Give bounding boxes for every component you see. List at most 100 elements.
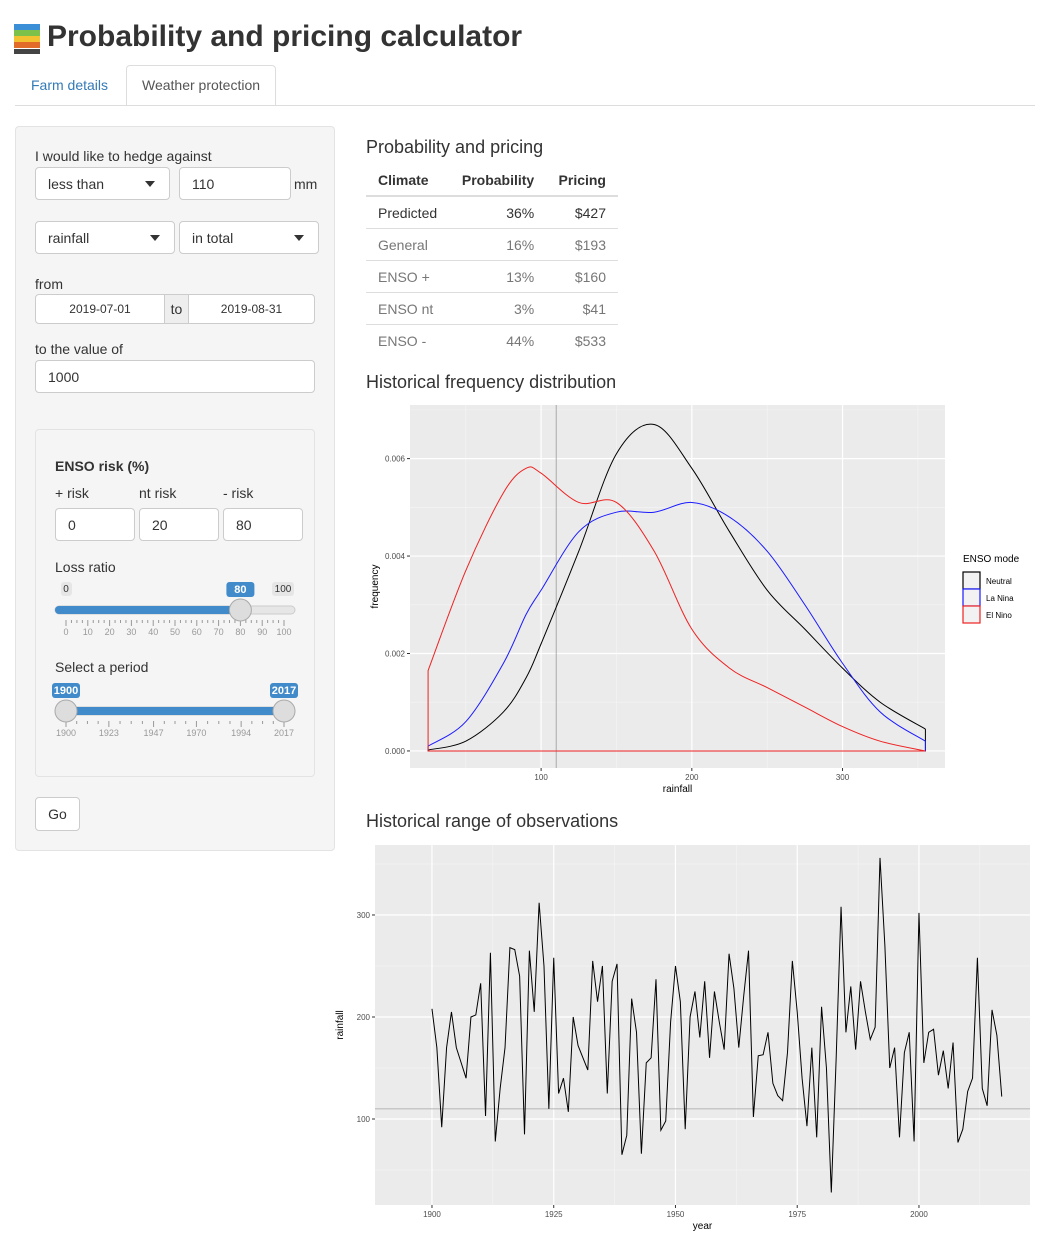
density-outline: [427, 729, 926, 752]
tab-rule: [15, 105, 1035, 106]
input-value: 1000: [48, 368, 80, 385]
tab[interactable]: Weather protection: [142, 77, 261, 93]
table: Climate Probability Pricing Predicted 36% $4…: [366, 165, 618, 356]
select[interactable]: in total: [179, 221, 319, 254]
label: + risk: [55, 485, 89, 501]
enso-well: [35, 429, 315, 777]
series-line: [431, 857, 1003, 1193]
cell: General: [366, 228, 450, 261]
cell: ENSO +: [366, 260, 450, 293]
table-row: ENSO nt 3% $41: [366, 292, 618, 325]
density-outline: [427, 741, 926, 752]
cell: ENSO -: [366, 324, 450, 356]
sep: to: [170, 301, 183, 317]
x-tick-label: 1925: [545, 1210, 563, 1219]
y-axis-title: rainfall: [335, 1010, 346, 1039]
y-tick-label: 0.006: [385, 455, 406, 464]
y-tick-label: 0.000: [385, 747, 406, 756]
cell: $160: [546, 260, 618, 293]
input[interactable]: 0: [55, 508, 135, 541]
date-input[interactable]: 2019-07-01: [35, 294, 165, 324]
button-label: Go: [48, 806, 67, 822]
density-outline: [427, 670, 926, 752]
x-tick-label: 2000: [910, 1210, 928, 1219]
legend-label: La Nina: [986, 594, 1014, 603]
active-tab[interactable]: [126, 65, 276, 106]
x-tick-label: 1975: [788, 1210, 806, 1219]
plot-panel: [375, 845, 1030, 1205]
y-tick-label: 300: [357, 911, 371, 920]
label: - risk: [223, 485, 254, 501]
date-input[interactable]: 2019-08-31: [188, 294, 315, 324]
date-sep: to: [164, 294, 189, 324]
series-line: [427, 466, 926, 752]
th: Climate: [366, 165, 450, 197]
go-button[interactable]: Go: [35, 797, 80, 831]
logo: [14, 24, 40, 54]
input-value: 0: [68, 516, 76, 533]
cell: $41: [546, 292, 618, 325]
table-row: Predicted 36% $427: [366, 196, 618, 229]
date: 2019-08-31: [220, 302, 283, 316]
legend-key: [962, 605, 981, 624]
x-axis-title: year: [693, 1221, 713, 1232]
th: Probability: [449, 165, 547, 197]
label: nt risk: [139, 485, 177, 501]
table-row: ENSO +13% $160: [366, 260, 618, 293]
x-tick-label: 200: [685, 773, 699, 782]
select-value: less than: [48, 175, 105, 192]
legend-label: El Nino: [986, 611, 1012, 620]
select-value: in total: [192, 229, 234, 246]
x-tick-label: 1900: [423, 1210, 441, 1219]
legend-title: ENSO mode: [963, 554, 1020, 565]
x-tick-label: 300: [836, 773, 850, 782]
label: ENSO risk (%): [55, 458, 150, 474]
cell: 13%: [449, 260, 547, 293]
date: 2019-07-01: [69, 302, 131, 316]
legend-key: [962, 588, 981, 607]
cell: ENSO nt: [366, 292, 450, 325]
unit: mm: [294, 176, 318, 192]
plot-panel: [410, 405, 945, 768]
series-line: [427, 501, 926, 747]
cell: 44%: [449, 324, 547, 356]
cell: Predicted: [378, 204, 438, 221]
input[interactable]: 1000: [35, 360, 315, 393]
cell: $533: [546, 324, 618, 356]
input[interactable]: 20: [139, 508, 219, 541]
y-tick-label: 0.004: [385, 552, 406, 561]
select[interactable]: less than: [35, 167, 170, 200]
cell: 36%: [506, 204, 535, 221]
y-axis-title: frequency: [370, 565, 381, 609]
x-tick-label: 1950: [667, 1210, 685, 1219]
label: from: [35, 276, 63, 292]
label: I would like to hedge against: [35, 148, 212, 164]
section-title: Historical range of observations: [366, 811, 619, 831]
select[interactable]: rainfall: [35, 221, 175, 254]
label: Select a period: [55, 659, 149, 675]
label: Loss ratio: [55, 559, 116, 575]
input-value: 80: [236, 516, 252, 533]
y-tick-label: 0.002: [385, 649, 406, 658]
cell: $193: [546, 228, 618, 261]
x-tick-label: 100: [534, 773, 548, 782]
table-row: ENSO -44% $533: [366, 324, 618, 356]
y-tick-label: 100: [357, 1115, 371, 1124]
y-tick-label: 200: [357, 1013, 371, 1022]
x-axis-title: rainfall: [663, 784, 692, 795]
table-row: General 16% $193: [366, 228, 618, 261]
cell: $427: [574, 204, 606, 221]
label: to the value of: [35, 341, 123, 357]
input[interactable]: 80: [223, 508, 303, 541]
tab[interactable]: Farm details: [31, 77, 109, 93]
series-line: [427, 423, 926, 751]
legend-label: Neutral: [986, 577, 1012, 586]
section-title: Probability and pricing: [366, 137, 544, 157]
input[interactable]: 110: [179, 167, 291, 200]
th: Pricing: [546, 165, 618, 197]
page-title: Probability and pricing calculator: [47, 20, 523, 53]
legend-key: [962, 571, 981, 590]
section-title: Historical frequency distribution: [366, 372, 617, 392]
cell: 3%: [449, 292, 547, 325]
